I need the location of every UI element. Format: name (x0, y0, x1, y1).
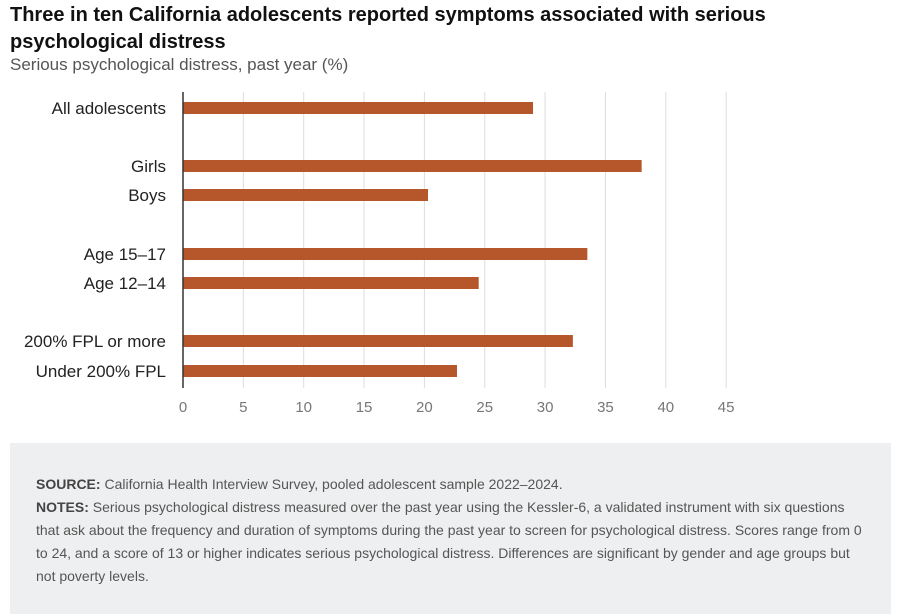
category-label: Age 15–17 (84, 245, 166, 264)
category-label: Under 200% FPL (36, 362, 166, 381)
x-tick-label: 10 (295, 399, 312, 416)
source-text: California Health Interview Survey, pool… (104, 476, 563, 492)
chart-title: Three in ten California adolescents repo… (10, 4, 766, 53)
bar (183, 277, 479, 289)
x-tick-label: 0 (179, 399, 187, 416)
category-label: 200% FPL or more (24, 332, 166, 351)
category-label: Girls (131, 157, 166, 176)
bar (183, 335, 573, 347)
x-tick-label: 5 (239, 399, 247, 416)
notes-text: Serious psychological distress measured … (36, 499, 862, 584)
x-tick-label: 40 (657, 399, 674, 416)
chart-subtitle: Serious psychological distress, past yea… (10, 55, 349, 74)
source-label: SOURCE: (36, 476, 101, 492)
bar (183, 248, 588, 260)
x-tick-label: 45 (718, 399, 735, 416)
bar (183, 365, 457, 377)
bar-chart: All adolescents Girls Boys Age 15–17 Age 12–… (24, 92, 735, 416)
x-tick-label: 35 (597, 399, 614, 416)
source-line: SOURCE: California Health Interview Surv… (36, 473, 865, 496)
category-label: Boys (128, 186, 166, 205)
category-label: All adolescents (52, 99, 166, 118)
notes-label: NOTES: (36, 499, 89, 515)
notes-panel: SOURCE: California Health Interview Surv… (10, 443, 891, 614)
bar (183, 160, 642, 172)
bar (183, 189, 429, 201)
x-tick-label: 20 (416, 399, 433, 416)
bar (183, 102, 534, 114)
notes-line: NOTES: Serious psychological distress me… (36, 496, 865, 588)
x-tick-label: 25 (476, 399, 493, 416)
category-label: Age 12–14 (84, 274, 166, 293)
x-tick-label: 15 (356, 399, 373, 416)
x-tick-label: 30 (537, 399, 554, 416)
